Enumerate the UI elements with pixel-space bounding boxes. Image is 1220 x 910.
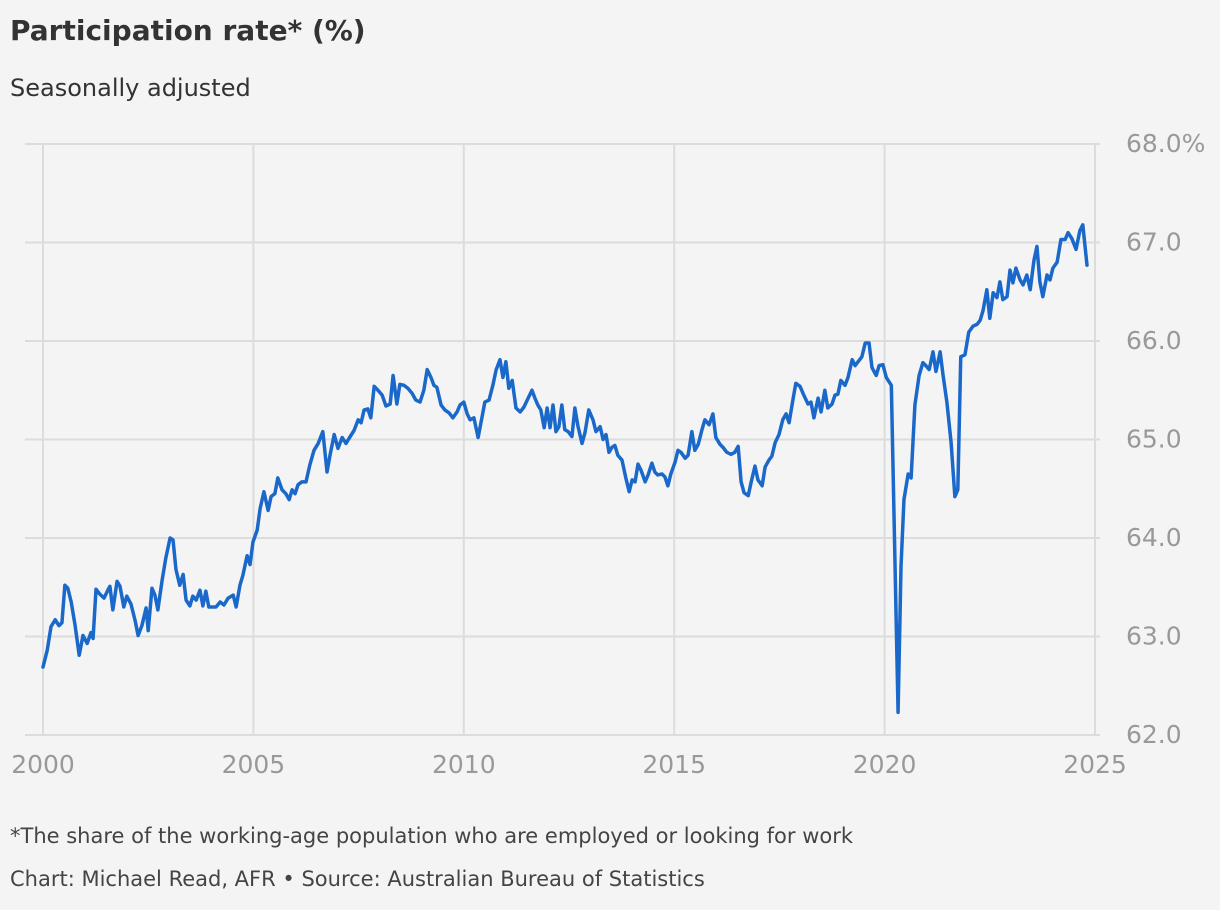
footnote: *The share of the working-age population… xyxy=(10,824,854,848)
y-tick-label: 66.0 xyxy=(1126,326,1182,355)
plot xyxy=(41,223,1089,715)
data-line xyxy=(41,223,1089,715)
y-tick-label: 67.0 xyxy=(1126,228,1182,257)
y-tick-label: 65.0 xyxy=(1126,425,1182,454)
x-tick-label: 2010 xyxy=(432,750,496,779)
x-tick-label: 2020 xyxy=(853,750,917,779)
chart-subtitle: Seasonally adjusted xyxy=(10,74,251,102)
x-tick-label: 2015 xyxy=(642,750,706,779)
ticks: 68.0% 67.0 66.0 65.0 64.0 63.0 62.0 2000 2005 201… xyxy=(11,129,1205,779)
grid xyxy=(25,143,1100,736)
x-tick-label: 2005 xyxy=(222,750,286,779)
source: Chart: Michael Read, AFR • Source: Austr… xyxy=(10,867,705,891)
x-tick-label: 2025 xyxy=(1063,750,1127,779)
chart-title: Participation rate* (%) xyxy=(10,14,366,47)
x-tick-label: 2000 xyxy=(11,750,75,779)
y-tick-label: 64.0 xyxy=(1126,523,1182,552)
y-tick-label: 63.0 xyxy=(1126,622,1182,651)
y-tick-label: 68.0% xyxy=(1126,129,1205,158)
y-tick-label: 62.0 xyxy=(1126,720,1182,749)
